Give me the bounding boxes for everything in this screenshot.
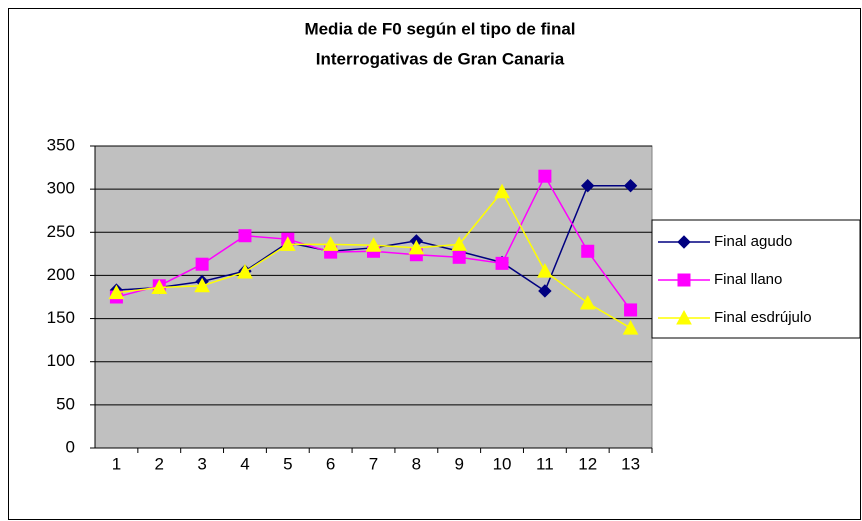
x-tick-label: 8 (412, 454, 421, 473)
data-point (194, 277, 210, 293)
data-point (624, 303, 638, 317)
x-tick-label: 7 (369, 454, 378, 473)
x-tick-label: 4 (240, 454, 249, 473)
data-point (581, 178, 595, 193)
y-tick-label: 250 (47, 222, 75, 241)
x-tick-label: 5 (283, 454, 292, 473)
data-point (452, 250, 466, 264)
x-tick-label: 10 (493, 454, 512, 473)
data-point (108, 284, 125, 300)
data-point (579, 294, 596, 310)
data-point (238, 229, 252, 243)
x-tick-label: 2 (155, 454, 164, 473)
legend-label: Final agudo (714, 233, 792, 250)
data-point (581, 244, 595, 258)
data-point (408, 239, 425, 255)
x-tick-label: 3 (197, 454, 206, 473)
x-tick-label: 1 (112, 454, 121, 473)
data-point (494, 183, 510, 199)
data-point (279, 236, 296, 251)
y-tick-label: 300 (47, 179, 75, 198)
data-point (151, 279, 168, 295)
data-point (495, 256, 509, 270)
data-point (237, 263, 253, 279)
x-tick-label: 12 (578, 454, 597, 473)
data-point (622, 320, 639, 335)
x-tick-label: 13 (621, 454, 640, 473)
y-tick-label: 0 (66, 437, 75, 456)
x-tick-label: 11 (536, 454, 554, 473)
y-tick-label: 200 (47, 265, 75, 284)
legend-label: Final llano (714, 271, 782, 288)
legend-marker (677, 235, 691, 249)
y-tick-label: 100 (47, 351, 75, 370)
y-tick-label: 350 (47, 135, 75, 154)
y-tick-label: 50 (56, 394, 75, 413)
data-point (322, 236, 339, 251)
x-tick-label: 9 (454, 454, 463, 473)
plot-area (94, 145, 653, 449)
data-point (538, 169, 552, 183)
legend-label: Final esdrújulo (714, 309, 812, 326)
data-point (537, 263, 553, 278)
y-tick-label: 150 (47, 308, 75, 327)
data-point (451, 236, 468, 251)
legend-marker (677, 273, 691, 287)
data-point (538, 284, 552, 298)
chart-title: Media de F0 según el tipo de final (304, 19, 575, 38)
data-point (195, 257, 209, 271)
x-tick-label: 6 (326, 454, 335, 473)
legend-marker (676, 309, 692, 325)
data-point (623, 178, 638, 193)
chart-subtitle: Interrogativas de Gran Canaria (316, 49, 565, 68)
data-point (365, 237, 382, 252)
